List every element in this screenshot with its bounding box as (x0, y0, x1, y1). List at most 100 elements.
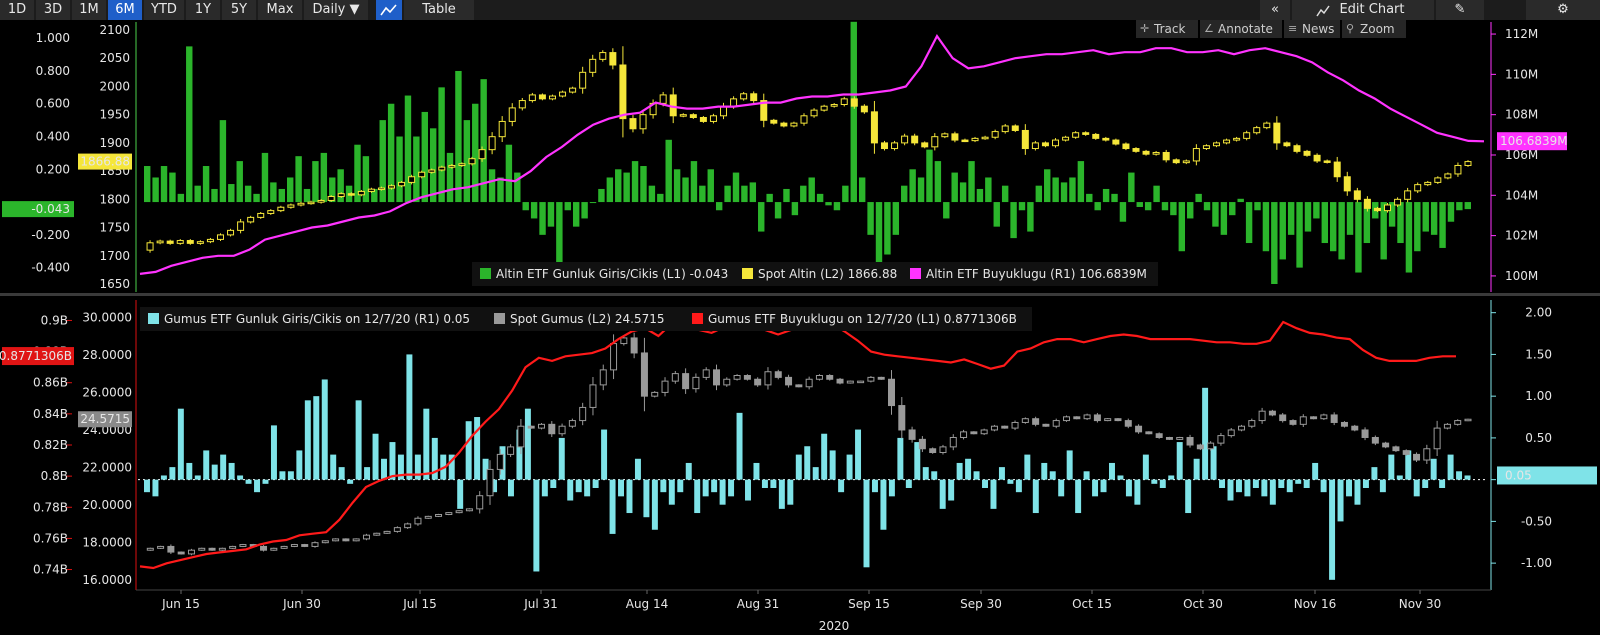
silver-flow-bar (965, 458, 972, 480)
silver-price-candle (702, 369, 710, 378)
gold-price-candle (388, 185, 396, 189)
silver-price-candle (270, 547, 278, 551)
gold-price-candle (1373, 207, 1381, 212)
gold-flow-bar (1203, 202, 1211, 211)
gold-flow-bar (497, 177, 504, 203)
gold-price-candle (669, 94, 677, 117)
silver-price-axis-tick: 18.0000 (82, 536, 132, 550)
silver-flow-bar (1227, 479, 1234, 501)
interval-dropdown[interactable]: Daily ▼ (304, 0, 368, 20)
silver-legend-bg (140, 307, 1032, 331)
gold-price-candle (901, 135, 909, 144)
silver-flow-bar (1388, 454, 1395, 480)
gold-flow-bar (783, 188, 790, 203)
silver-flow-bar (719, 479, 726, 505)
gold-price-candle (367, 188, 375, 192)
silver-flow-bar (643, 479, 650, 518)
gold-price-candle (428, 169, 436, 173)
gold-price-candle (1434, 177, 1442, 183)
annotate-tool-button[interactable]: ∠ Annotate (1200, 20, 1282, 38)
range-ytd-button[interactable]: YTD (144, 0, 184, 20)
gold-price-axis-tick: 2000 (99, 79, 130, 93)
gold-price-candle (337, 193, 345, 198)
silver-price-candle (208, 547, 216, 551)
silver-price-candle (1268, 410, 1276, 416)
silver-price-candle (630, 337, 638, 354)
silver-flow-bar (296, 450, 303, 480)
range-max-button[interactable]: Max (258, 0, 302, 20)
silver-flow-bar (1015, 479, 1022, 493)
gold-price-candle (981, 136, 989, 140)
gold-flow-bar (1144, 202, 1152, 211)
gold-flow-bar (1195, 193, 1202, 203)
table-button[interactable]: Table (404, 0, 474, 20)
gold-flow-bar (951, 172, 958, 203)
silver-flow-bar (144, 479, 150, 493)
range-1m-button[interactable]: 1M (72, 0, 106, 20)
silver-price-candle (640, 352, 648, 397)
settings-button[interactable]: ⚙ (1526, 0, 1600, 20)
range-3d-button[interactable]: 3D (36, 0, 70, 20)
silver-flow-bar (736, 412, 743, 480)
silver-flow-bar (237, 475, 244, 480)
range-6m-button[interactable]: 6M (108, 0, 142, 20)
track-tool-button[interactable]: ✛ Track (1136, 20, 1198, 38)
gold-price-candle (237, 221, 245, 231)
line-chart-toggle-button[interactable] (376, 0, 402, 20)
silver-price-candle (1371, 436, 1379, 444)
silver-price-candle (1402, 450, 1410, 455)
edit-chart-button[interactable]: Edit Chart (1292, 0, 1434, 20)
gold-flow-bar (1027, 202, 1034, 232)
silver-price-candle (260, 545, 268, 551)
edit-chart-icon (1316, 5, 1330, 17)
track-label: Track (1154, 22, 1186, 36)
silver-flow-bar (601, 429, 608, 480)
silver-price-candle (589, 384, 597, 408)
silver-flow-bar (905, 479, 912, 488)
gold-flow-bar (749, 182, 757, 203)
gold-price-candle (528, 94, 536, 102)
gold-flow-bar (732, 172, 740, 203)
silver-price-candle (517, 425, 525, 448)
silver-flow-bar (1193, 458, 1200, 480)
gold-flow-bar (976, 188, 984, 203)
gold-price-axis-tick: 1650 (99, 277, 130, 291)
zoom-tool-button[interactable]: ⚲ Zoom (1342, 20, 1406, 38)
silver-flow-bar (1032, 479, 1039, 514)
range-1d-button[interactable]: 1D (0, 0, 34, 20)
collapse-panel-button[interactable]: « (1260, 0, 1290, 20)
silver-price-candle (970, 431, 978, 435)
silver-price-axis-tick: 22.0000 (82, 461, 132, 475)
silver-size-axis-tick: 0.82B (33, 438, 68, 452)
silver-flow-bar (254, 479, 261, 493)
gold-price-candle (196, 241, 204, 244)
gold-price-candle (347, 193, 355, 196)
draw-tool-button[interactable]: ✎ (1436, 0, 1484, 20)
news-tool-button[interactable]: ≡ News (1284, 20, 1340, 38)
gold-flow-bar (1287, 202, 1295, 235)
gold-flow-bar (1077, 161, 1085, 203)
gold-price-axis-tick: 2100 (99, 23, 130, 37)
chart-toolbar: 1D 3D 1M 6M YTD 1Y 5Y Max Daily ▼ Table … (0, 0, 1600, 20)
gold-price-candle (891, 142, 899, 150)
gold-flow-bar (926, 149, 933, 203)
gold-price-candle (860, 105, 868, 113)
range-5y-button[interactable]: 5Y (222, 0, 256, 20)
gold-price-candle (448, 164, 456, 168)
gold-price-candle (156, 240, 164, 244)
silver-price-candle (960, 431, 968, 438)
silver-price-candle (671, 373, 679, 382)
range-1y-button[interactable]: 1Y (186, 0, 220, 20)
pencil-icon: ✎ (1454, 2, 1466, 17)
silver-flow-bar (491, 479, 498, 493)
gold-price-candle (1273, 122, 1281, 144)
silver-price-candle (311, 542, 319, 547)
silver-price-candle (1299, 416, 1307, 425)
silver-price-candle (908, 429, 916, 440)
gold-flow-bar (598, 188, 605, 203)
silver-price-candle (651, 391, 659, 397)
silver-price-candle (1042, 423, 1050, 427)
silver-flow-bar (1151, 479, 1158, 484)
panel-divider[interactable] (0, 293, 1600, 296)
